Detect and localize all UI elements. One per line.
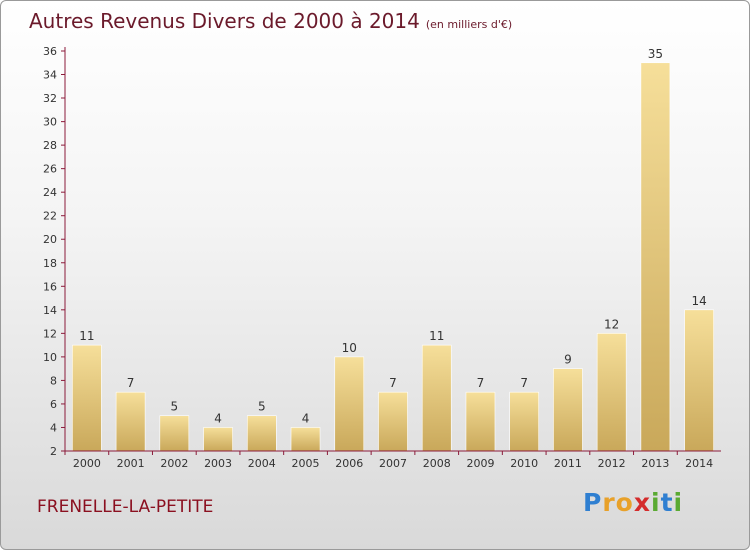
y-tick-label: 26 (43, 163, 57, 176)
bar-value-label: 35 (648, 47, 663, 61)
title-text: Autres Revenus Divers de 2000 à 2014 (29, 9, 420, 33)
y-tick-label: 2 (50, 445, 57, 458)
bar (115, 391, 146, 452)
y-tick-label: 4 (50, 421, 57, 434)
bar-value-label: 7 (477, 376, 485, 390)
logo-letter: P (583, 488, 603, 517)
y-tick-label: 34 (43, 69, 57, 82)
logo-letter: i (651, 488, 661, 517)
logo-letter: x (633, 488, 651, 517)
bar (553, 368, 583, 452)
y-tick-label: 24 (43, 186, 57, 199)
bar (378, 391, 408, 452)
y-tick-label: 28 (43, 139, 57, 152)
bar-value-label: 10 (342, 341, 357, 355)
bar (640, 62, 671, 452)
y-tick-label: 6 (50, 398, 57, 411)
bar (465, 391, 496, 452)
bar (684, 309, 714, 452)
x-tick-label: 2006 (335, 457, 363, 470)
y-tick-label: 30 (43, 116, 57, 129)
location-label: FRENELLE-LA-PETITE (37, 497, 214, 517)
y-tick-label: 12 (43, 327, 57, 340)
bar (596, 333, 627, 452)
x-tick-label: 2009 (466, 457, 494, 470)
y-tick-label: 36 (43, 45, 57, 58)
x-tick-label: 2004 (248, 457, 276, 470)
y-tick-label: 8 (50, 374, 57, 387)
chart-title: Autres Revenus Divers de 2000 à 2014 (en … (29, 9, 512, 33)
bar-value-label: 7 (520, 376, 528, 390)
y-tick-label: 16 (43, 280, 57, 293)
y-tick-label: 32 (43, 92, 57, 105)
x-tick-label: 2002 (160, 457, 188, 470)
x-tick-label: 2014 (685, 457, 713, 470)
x-tick-label: 2003 (204, 457, 232, 470)
bar (72, 344, 102, 452)
logo-letter: i (673, 488, 684, 517)
x-tick-label: 2013 (641, 457, 669, 470)
bar-value-label: 12 (604, 317, 619, 331)
bar-value-label: 7 (127, 376, 135, 390)
y-tick-label: 14 (43, 304, 57, 317)
bar (159, 415, 190, 452)
bar-value-label: 9 (564, 353, 572, 367)
bar (203, 427, 233, 452)
bar (334, 356, 365, 452)
bar (247, 415, 277, 452)
bar (290, 427, 321, 452)
x-tick-label: 2010 (510, 457, 538, 470)
title-unit: (en milliers d'€) (425, 18, 513, 31)
proxiti-logo: Proxiti (583, 488, 683, 517)
bar-value-label: 5 (171, 400, 179, 414)
x-tick-label: 2000 (73, 457, 101, 470)
bar (421, 344, 452, 452)
bar-value-label: 4 (302, 411, 310, 425)
x-tick-label: 2011 (554, 457, 582, 470)
bar-value-label: 11 (79, 329, 94, 343)
logo-letter: r (602, 488, 616, 517)
y-tick-label: 10 (43, 351, 57, 364)
y-tick-label: 22 (43, 210, 57, 223)
bar-value-label: 14 (691, 294, 706, 308)
bar (509, 391, 540, 452)
bar-value-label: 7 (389, 376, 397, 390)
x-tick-label: 2012 (598, 457, 626, 470)
x-tick-label: 2008 (423, 457, 451, 470)
y-tick-label: 20 (43, 233, 57, 246)
bar-value-label: 11 (429, 329, 444, 343)
x-tick-label: 2007 (379, 457, 407, 470)
logo-letter: o (615, 488, 634, 517)
logo-letter: t (660, 488, 674, 517)
x-tick-label: 2005 (292, 457, 320, 470)
y-tick-label: 18 (43, 257, 57, 270)
bar-value-label: 5 (258, 400, 266, 414)
x-tick-label: 2001 (117, 457, 145, 470)
bar-value-label: 4 (214, 411, 222, 425)
